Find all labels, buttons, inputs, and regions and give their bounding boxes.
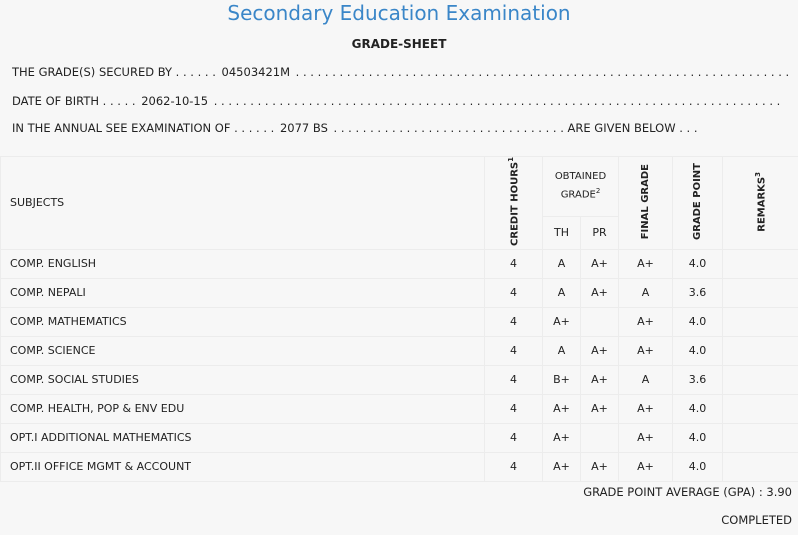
subject-cell: COMP. MATHEMATICS xyxy=(0,306,485,337)
credit-cell: 4 xyxy=(484,364,543,395)
remarks-cell xyxy=(722,277,798,308)
exam-label: IN THE ANNUAL SEE EXAMINATION OF . . . .… xyxy=(12,121,275,135)
header-remarks-label: REMARKS3 xyxy=(754,171,768,232)
exam-year: 2077 BS xyxy=(279,121,328,135)
credit-cell: 4 xyxy=(484,393,543,424)
th-grade-cell: A xyxy=(542,277,581,308)
header-remarks: REMARKS3 xyxy=(722,156,798,250)
header-pr: PR xyxy=(580,215,619,250)
th-grade-cell: A xyxy=(542,335,581,366)
header-subjects: SUBJECTS xyxy=(0,156,485,250)
grade-point-cell: 3.6 xyxy=(672,277,723,308)
table-row: COMP. ENGLISH 4 A A+ A+ 4.0 xyxy=(0,248,798,279)
grade-point-cell: 4.0 xyxy=(672,335,723,366)
secured-by-label: THE GRADE(S) SECURED BY . . . . . . xyxy=(12,65,216,79)
info-line-exam: IN THE ANNUAL SEE EXAMINATION OF . . . .… xyxy=(12,121,792,135)
grade-point-cell: 4.0 xyxy=(672,451,723,482)
remarks-cell xyxy=(722,451,798,482)
pr-grade-cell: A+ xyxy=(580,248,619,279)
gpa-summary: GRADE POINT AVERAGE (GPA) : 3.90 xyxy=(583,485,792,499)
status-text: COMPLETED xyxy=(721,513,792,527)
grade-table: SUBJECTS CREDIT HOURS1 OBTAINED GRADE2 F… xyxy=(0,156,798,482)
gpa-value: 3.90 xyxy=(766,485,792,499)
page-title: Secondary Education Examination xyxy=(227,1,571,25)
header-final-grade-label: FINAL GRADE xyxy=(640,163,651,240)
table-row: COMP. HEALTH, POP & ENV EDU 4 A+ A+ A+ 4… xyxy=(0,393,798,424)
pr-grade-cell xyxy=(580,306,619,337)
grade-point-cell: 4.0 xyxy=(672,306,723,337)
final-grade-cell: A xyxy=(618,277,673,308)
header-credit-hours: CREDIT HOURS1 xyxy=(484,156,543,250)
remarks-cell xyxy=(722,248,798,279)
header-final-grade: FINAL GRADE xyxy=(618,156,673,250)
credit-cell: 4 xyxy=(484,335,543,366)
table-row: OPT.II OFFICE MGMT & ACCOUNT 4 A+ A+ A+ … xyxy=(0,451,798,482)
th-grade-cell: B+ xyxy=(542,364,581,395)
header-grade-point: GRADE POINT xyxy=(672,156,723,250)
pr-grade-cell: A+ xyxy=(580,335,619,366)
header-grade-point-label: GRADE POINT xyxy=(692,162,703,240)
header-subjects-label: SUBJECTS xyxy=(10,196,65,210)
credit-cell: 4 xyxy=(484,451,543,482)
th-grade-cell: A xyxy=(542,248,581,279)
remarks-cell xyxy=(722,335,798,366)
table-row: COMP. SCIENCE 4 A A+ A+ 4.0 xyxy=(0,335,798,366)
symbol-number: 04503421M xyxy=(221,65,291,79)
credit-cell: 4 xyxy=(484,248,543,279)
subject-cell: COMP. ENGLISH xyxy=(0,248,485,279)
pr-grade-cell: A+ xyxy=(580,393,619,424)
final-grade-cell: A+ xyxy=(618,248,673,279)
table-row: OPT.I ADDITIONAL MATHEMATICS 4 A+ A+ 4.0 xyxy=(0,422,798,453)
credit-cell: 4 xyxy=(484,306,543,337)
table-row: COMP. MATHEMATICS 4 A+ A+ 4.0 xyxy=(0,306,798,337)
subject-cell: COMP. SOCIAL STUDIES xyxy=(0,364,485,395)
subject-cell: COMP. SCIENCE xyxy=(0,335,485,366)
remarks-cell xyxy=(722,364,798,395)
header-obtained-grade: OBTAINED GRADE2 xyxy=(542,156,619,217)
grade-point-cell: 4.0 xyxy=(672,248,723,279)
final-grade-cell: A+ xyxy=(618,422,673,453)
gpa-label: GRADE POINT AVERAGE (GPA) : xyxy=(583,485,763,499)
header-credit-hours-label: CREDIT HOURS1 xyxy=(507,157,521,246)
secured-by-dots: . . . . . . . . . . . . . . . . . . . . … xyxy=(295,65,792,79)
final-grade-cell: A+ xyxy=(618,335,673,366)
final-grade-cell: A+ xyxy=(618,393,673,424)
header-obtained-grade-label: OBTAINED GRADE2 xyxy=(554,171,607,201)
credit-cell: 4 xyxy=(484,277,543,308)
pr-grade-cell: A+ xyxy=(580,277,619,308)
dob-dots: . . . . . . . . . . . . . . . . . . . . … xyxy=(213,94,781,108)
remarks-cell xyxy=(722,422,798,453)
subject-cell: OPT.II OFFICE MGMT & ACCOUNT xyxy=(0,451,485,482)
grade-point-cell: 4.0 xyxy=(672,422,723,453)
table-row: COMP. NEPALI 4 A A+ A 3.6 xyxy=(0,277,798,308)
info-line-secured-by: THE GRADE(S) SECURED BY . . . . . . 0450… xyxy=(12,65,792,79)
grade-point-cell: 4.0 xyxy=(672,393,723,424)
exam-dots: . . . . . . . . . . . . . . . . . . . . … xyxy=(333,121,564,135)
info-line-dob: DATE OF BIRTH . . . . . 2062-10-15 . . .… xyxy=(12,94,792,108)
pr-grade-cell xyxy=(580,422,619,453)
dob-label: DATE OF BIRTH . . . . . xyxy=(12,94,136,108)
header-th: TH xyxy=(542,215,581,250)
th-grade-cell: A+ xyxy=(542,393,581,424)
grade-point-cell: 3.6 xyxy=(672,364,723,395)
pr-grade-cell: A+ xyxy=(580,451,619,482)
th-grade-cell: A+ xyxy=(542,451,581,482)
exam-suffix: ARE GIVEN BELOW . . . xyxy=(567,121,698,135)
final-grade-cell: A+ xyxy=(618,306,673,337)
final-grade-cell: A+ xyxy=(618,451,673,482)
remarks-cell xyxy=(722,393,798,424)
subject-cell: COMP. NEPALI xyxy=(0,277,485,308)
grade-sheet-heading: GRADE-SHEET xyxy=(351,37,447,51)
dob-value: 2062-10-15 xyxy=(141,94,209,108)
pr-grade-cell: A+ xyxy=(580,364,619,395)
subject-cell: OPT.I ADDITIONAL MATHEMATICS xyxy=(0,422,485,453)
table-row: COMP. SOCIAL STUDIES 4 B+ A+ A 3.6 xyxy=(0,364,798,395)
credit-cell: 4 xyxy=(484,422,543,453)
subject-cell: COMP. HEALTH, POP & ENV EDU xyxy=(0,393,485,424)
th-grade-cell: A+ xyxy=(542,422,581,453)
final-grade-cell: A xyxy=(618,364,673,395)
th-grade-cell: A+ xyxy=(542,306,581,337)
remarks-cell xyxy=(722,306,798,337)
